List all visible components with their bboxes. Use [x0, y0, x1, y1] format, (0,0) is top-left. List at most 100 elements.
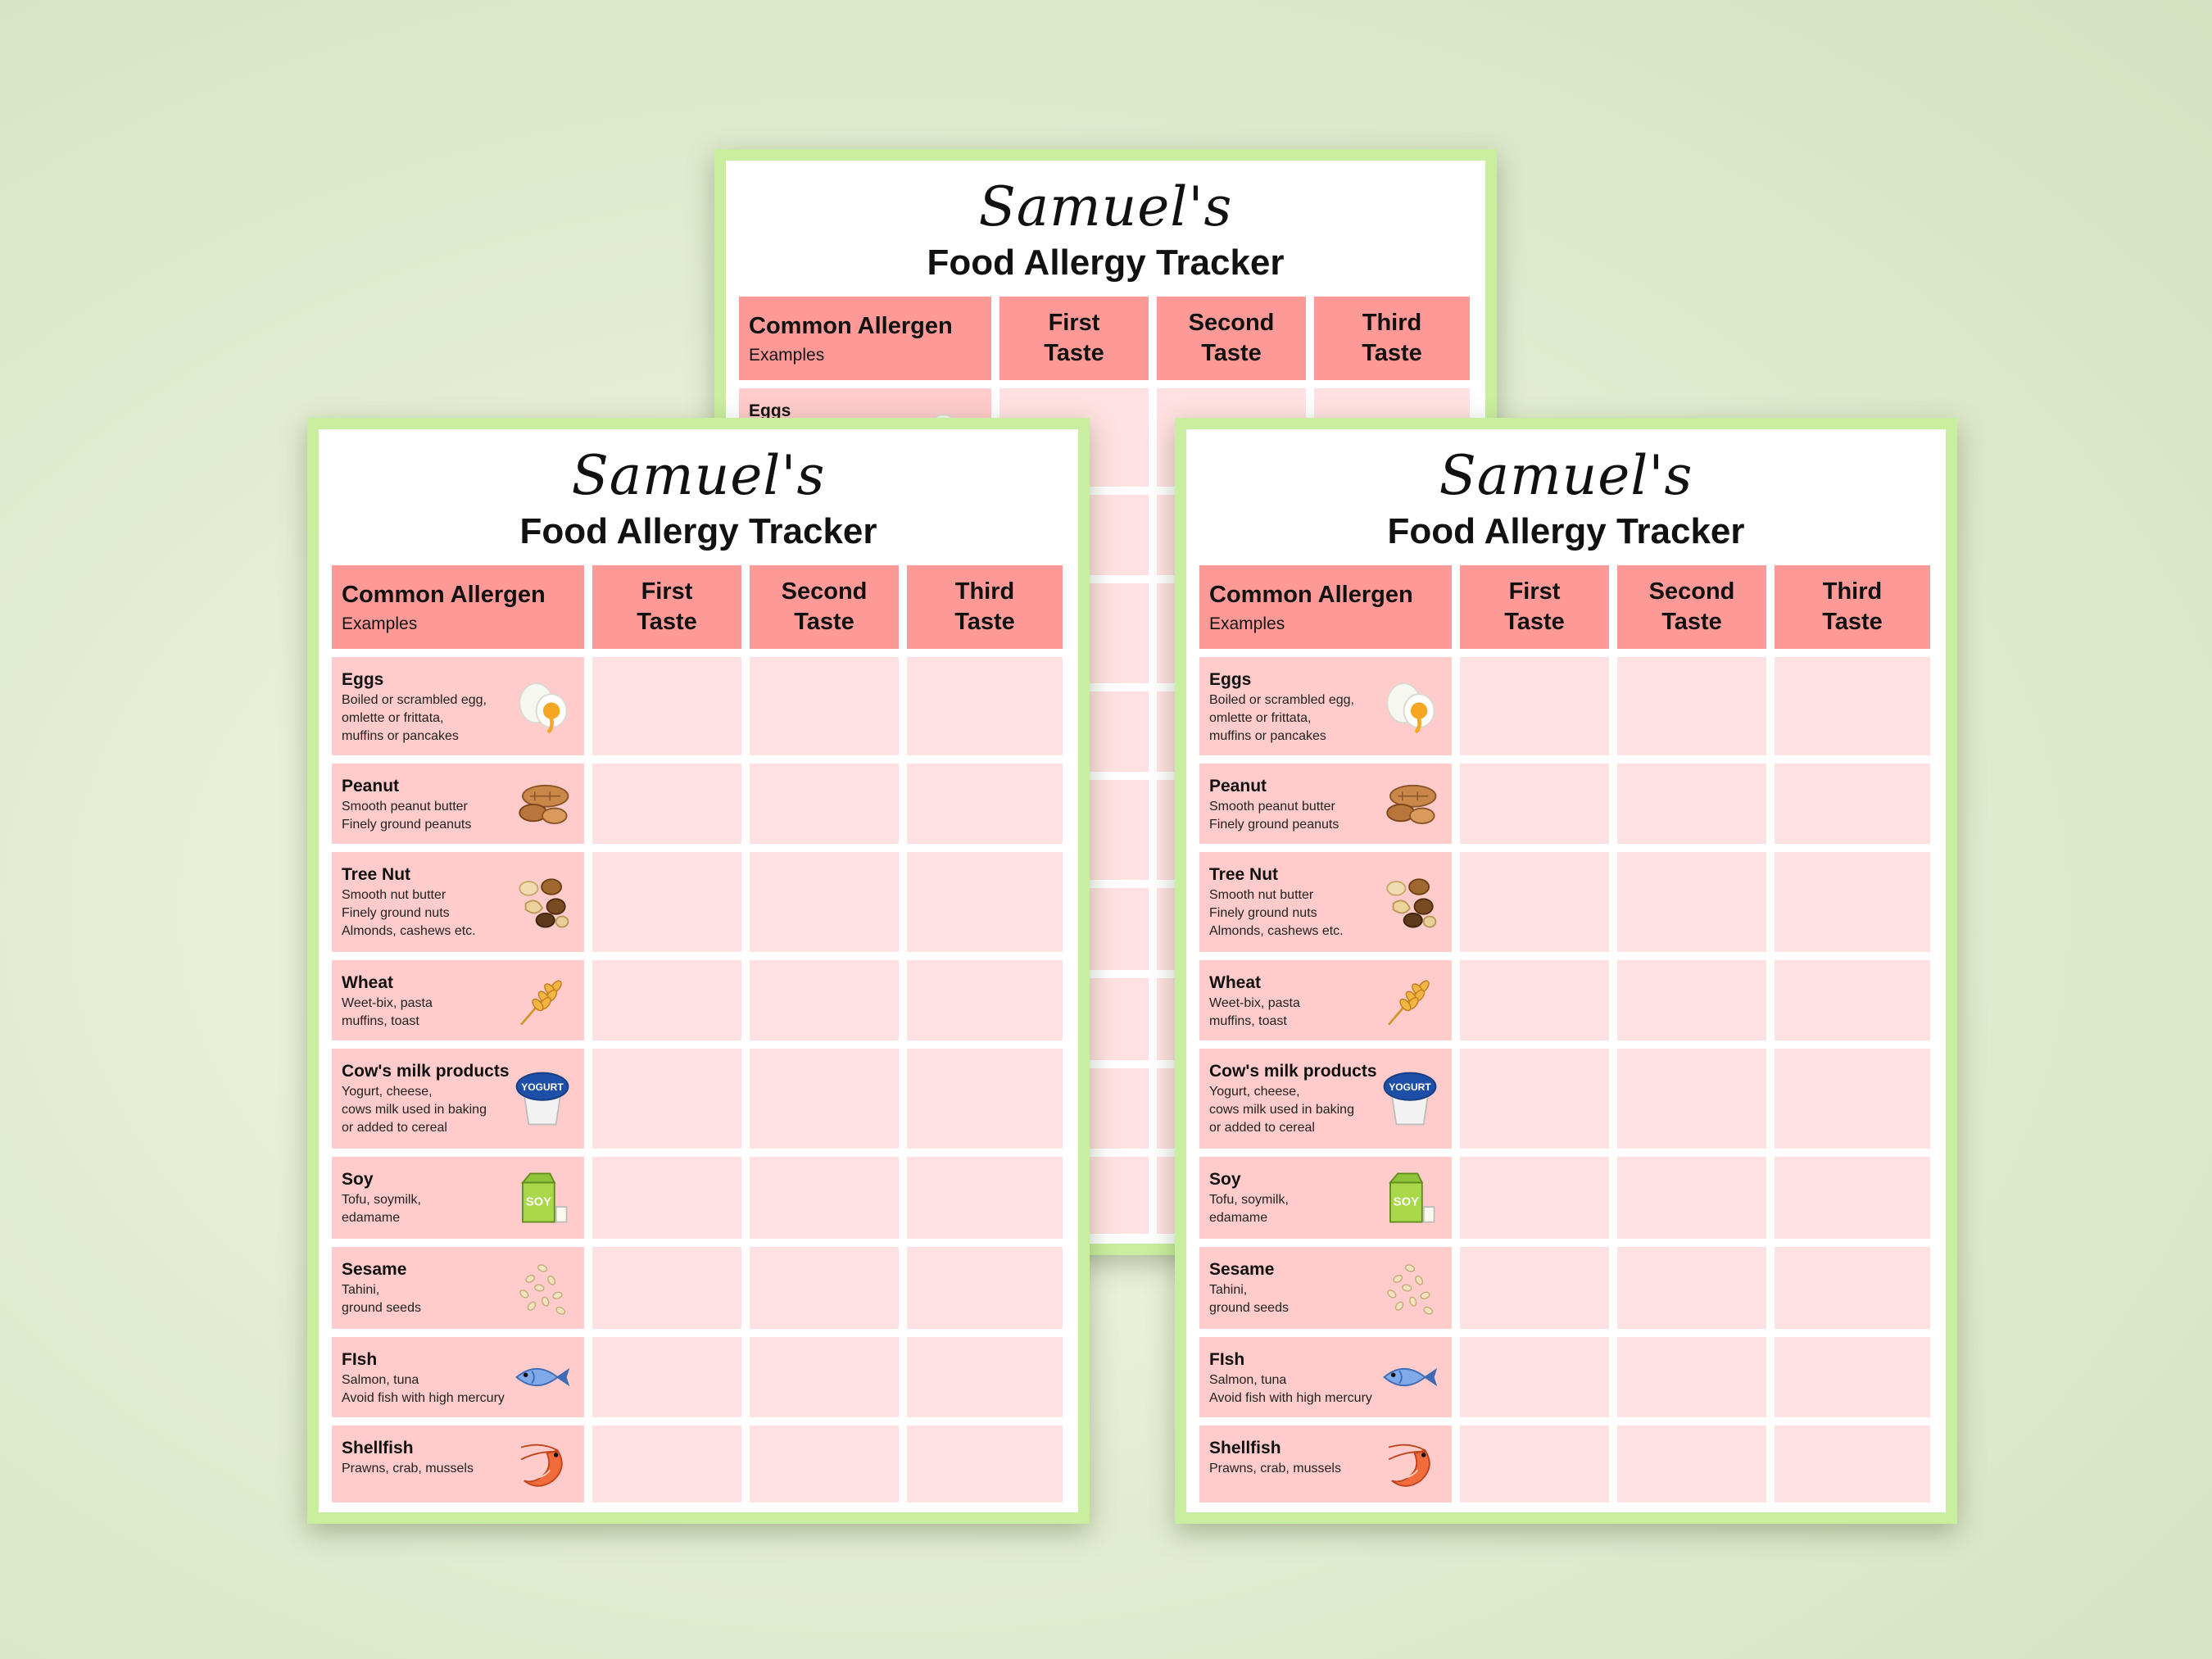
owner-name: Samuel's: [978, 175, 1233, 238]
header-taste-label-line1: Second: [1188, 310, 1275, 336]
allergen-examples: Tahini, ground seeds: [1209, 1283, 1289, 1315]
taste-entry-cell-2[interactable]: [1617, 1247, 1766, 1329]
taste-entry-cell-1[interactable]: [1460, 960, 1609, 1040]
taste-entry-cell-1[interactable]: [1460, 1247, 1609, 1329]
taste-entry-cell-3[interactable]: [907, 1247, 1063, 1329]
taste-entry-cell-2[interactable]: [750, 1247, 899, 1329]
taste-entry-cell-2[interactable]: [750, 1049, 899, 1149]
allergen-examples: Prawns, crab, mussels: [342, 1462, 474, 1475]
taste-entry-cell-3[interactable]: [1775, 657, 1930, 755]
taste-entry-cell-3[interactable]: [1775, 1049, 1930, 1149]
taste-entry-cell-3[interactable]: [1775, 960, 1930, 1040]
header-examples-label: Examples: [749, 345, 825, 365]
taste-entry-cell-2[interactable]: [750, 1157, 899, 1239]
taste-entry-cell-1[interactable]: [592, 1157, 741, 1239]
header-taste-label-line1: Third: [1822, 578, 1883, 605]
allergen-cell: FIsh Salmon, tuna Avoid fish with high me…: [1199, 1337, 1452, 1417]
taste-entry-cell-1[interactable]: [592, 1247, 741, 1329]
taste-entry-cell-2[interactable]: [1617, 1157, 1766, 1239]
taste-entry-cell-3[interactable]: [1775, 852, 1930, 952]
allergen-examples: Boiled or scrambled egg, omlette or frit…: [1209, 693, 1354, 743]
header-taste-label-line2: Taste: [1504, 609, 1565, 635]
taste-entry-cell-3[interactable]: [1775, 1157, 1930, 1239]
allergen-name: Sesame: [342, 1260, 407, 1279]
taste-entry-cell-1[interactable]: [1460, 657, 1609, 755]
taste-entry-cell-2[interactable]: [750, 1426, 899, 1503]
taste-entry-cell-3[interactable]: [907, 1157, 1063, 1239]
taste-entry-cell-2[interactable]: [1617, 1426, 1766, 1503]
allergen-cell: Shellfish Prawns, crab, mussels: [1199, 1426, 1452, 1503]
taste-entry-cell-2[interactable]: [1617, 764, 1766, 844]
taste-entry-cell-2[interactable]: [1617, 657, 1766, 755]
taste-entry-cell-1[interactable]: [1460, 1426, 1609, 1503]
allergen-name: Sesame: [1209, 1260, 1275, 1279]
header-cell-allergen: Common Allergen Examples: [739, 297, 991, 380]
taste-entry-cell-2[interactable]: [750, 1337, 899, 1417]
taste-entry-cell-1[interactable]: [1460, 1337, 1609, 1417]
taste-entry-cell-3[interactable]: [1775, 764, 1930, 844]
wheat-icon: [1380, 970, 1440, 1031]
header-cell-taste-2: Second Taste: [750, 565, 899, 649]
allergen-cell: Cow's milk products Yogurt, cheese, cows …: [1199, 1049, 1452, 1149]
header-cell-allergen: Common Allergen Examples: [332, 565, 584, 649]
taste-entry-cell-3[interactable]: [907, 1049, 1063, 1149]
allergen-name: Wheat: [342, 973, 393, 992]
taste-entry-cell-2[interactable]: [1617, 1337, 1766, 1417]
allergen-name: Peanut: [1209, 777, 1267, 796]
taste-entry-cell-3[interactable]: [907, 852, 1063, 952]
fish-icon: [512, 1347, 573, 1407]
taste-entry-cell-1[interactable]: [592, 657, 741, 755]
taste-entry-cell-2[interactable]: [1617, 852, 1766, 952]
taste-entry-cell-1[interactable]: [592, 764, 741, 844]
allergen-examples: Smooth peanut butter Finely ground peanu…: [1209, 800, 1339, 832]
taste-entry-cell-3[interactable]: [907, 764, 1063, 844]
header-taste-label-line2: Taste: [794, 609, 854, 635]
header-taste-label-line2: Taste: [1822, 609, 1883, 635]
header-taste-label-line2: Taste: [1362, 340, 1422, 366]
taste-entry-cell-3[interactable]: [907, 657, 1063, 755]
taste-entry-cell-1[interactable]: [592, 852, 741, 952]
taste-entry-cell-1[interactable]: [1460, 1157, 1609, 1239]
taste-entry-cell-3[interactable]: [1775, 1337, 1930, 1417]
taste-entry-cell-1[interactable]: [592, 960, 741, 1040]
shrimp-icon: [512, 1434, 573, 1494]
header-cell-taste-1: First Taste: [1460, 565, 1609, 649]
allergen-examples: Smooth peanut butter Finely ground peanu…: [342, 800, 472, 832]
allergen-cell: Shellfish Prawns, crab, mussels: [332, 1426, 584, 1503]
taste-entry-cell-2[interactable]: [750, 657, 899, 755]
header-taste-label-line1: Second: [781, 578, 868, 605]
egg-icon: [512, 676, 573, 737]
allergen-cell: Cow's milk products Yogurt, cheese, cows …: [332, 1049, 584, 1149]
taste-entry-cell-3[interactable]: [907, 1426, 1063, 1503]
taste-entry-cell-2[interactable]: [750, 960, 899, 1040]
taste-entry-cell-1[interactable]: [592, 1337, 741, 1417]
taste-entry-cell-1[interactable]: [1460, 764, 1609, 844]
taste-entry-cell-3[interactable]: [1775, 1247, 1930, 1329]
taste-entry-cell-1[interactable]: [1460, 1049, 1609, 1149]
taste-entry-cell-3[interactable]: [907, 960, 1063, 1040]
header-cell-taste-2: Second Taste: [1617, 565, 1766, 649]
tree-nut-icon: [512, 872, 573, 932]
taste-entry-cell-1[interactable]: [592, 1049, 741, 1149]
allergen-name: Soy: [342, 1170, 374, 1189]
soy-milk-icon-label: SOY: [526, 1195, 551, 1208]
allergen-examples: Boiled or scrambled egg, omlette or frit…: [342, 693, 487, 743]
allergen-examples: Salmon, tuna Avoid fish with high mercur…: [342, 1373, 505, 1405]
allergen-examples: Yogurt, cheese, cows milk used in baking…: [342, 1085, 487, 1135]
taste-entry-cell-1[interactable]: [592, 1426, 741, 1503]
allergen-examples: Prawns, crab, mussels: [1209, 1462, 1341, 1475]
header-allergen-label: Common Allergen: [342, 581, 546, 608]
taste-entry-cell-2[interactable]: [1617, 960, 1766, 1040]
allergen-cell: Eggs Boiled or scrambled egg, omlette or …: [332, 657, 584, 755]
header-cell-taste-1: First Taste: [592, 565, 741, 649]
yogurt-icon-label: YOGURT: [1389, 1081, 1431, 1093]
taste-entry-cell-3[interactable]: [907, 1337, 1063, 1417]
peanut-icon: [1380, 773, 1440, 834]
taste-entry-cell-1[interactable]: [1460, 852, 1609, 952]
taste-entry-cell-2[interactable]: [750, 764, 899, 844]
allergen-name: Eggs: [749, 401, 791, 420]
taste-entry-cell-3[interactable]: [1775, 1426, 1930, 1503]
taste-entry-cell-2[interactable]: [1617, 1049, 1766, 1149]
taste-entry-cell-2[interactable]: [750, 852, 899, 952]
allergen-examples: Smooth nut butter Finely ground nuts Alm…: [342, 888, 476, 938]
